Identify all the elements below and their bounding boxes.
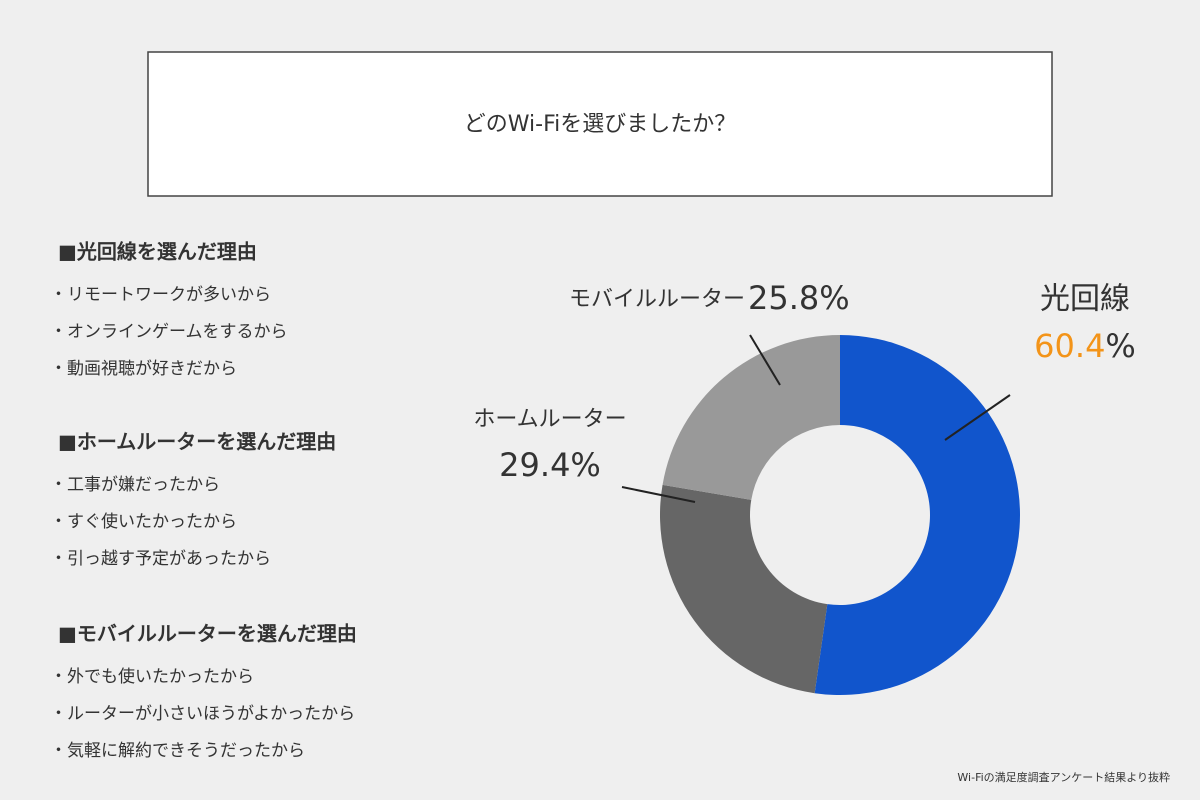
reason-heading: ■ホームルーターを選んだ理由 bbox=[58, 430, 336, 454]
reason-item: ・工事が嫌だったから bbox=[50, 475, 220, 495]
leader-line bbox=[749, 334, 781, 386]
reason-item: ・外でも使いたかったから bbox=[50, 666, 254, 687]
reason-item: ・動画視聴が好きだから bbox=[50, 359, 237, 379]
title: どのWi-Fiを選びましたか？ bbox=[464, 112, 737, 137]
reason-item: ・すぐ使いたかったから bbox=[50, 511, 237, 532]
donut-segment bbox=[814, 335, 1020, 695]
reason-heading: ■光回線を選んだ理由 bbox=[58, 240, 257, 264]
leader-line bbox=[944, 394, 1011, 441]
donut-segment bbox=[662, 335, 840, 500]
source-note: Wi-Fiの満足度調査アンケート結果より抜粋 bbox=[957, 770, 1170, 784]
value-label: 29.4% bbox=[499, 446, 601, 484]
reason-item: ・気軽に解約できそうだったから bbox=[50, 741, 305, 761]
title-box bbox=[147, 51, 1053, 197]
reason-heading: ■モバイルルーターを選んだ理由 bbox=[58, 622, 357, 646]
category-label: 光回線 bbox=[1040, 282, 1130, 317]
reason-item: ・引っ越す予定があったから bbox=[50, 549, 271, 569]
category-label: モバイルルーター bbox=[569, 287, 745, 312]
value-label: 25.8% bbox=[748, 279, 850, 317]
reason-item: ・ルーターが小さいほうがよかったから bbox=[50, 704, 355, 724]
reason-item: ・リモートワークが多いから bbox=[50, 285, 271, 305]
reason-item: ・オンラインゲームをするから bbox=[50, 322, 288, 342]
leader-line bbox=[621, 486, 696, 503]
value-label: 60.4% bbox=[1034, 327, 1136, 365]
category-label: ホームルーター bbox=[473, 407, 626, 432]
donut-segment bbox=[660, 484, 828, 694]
